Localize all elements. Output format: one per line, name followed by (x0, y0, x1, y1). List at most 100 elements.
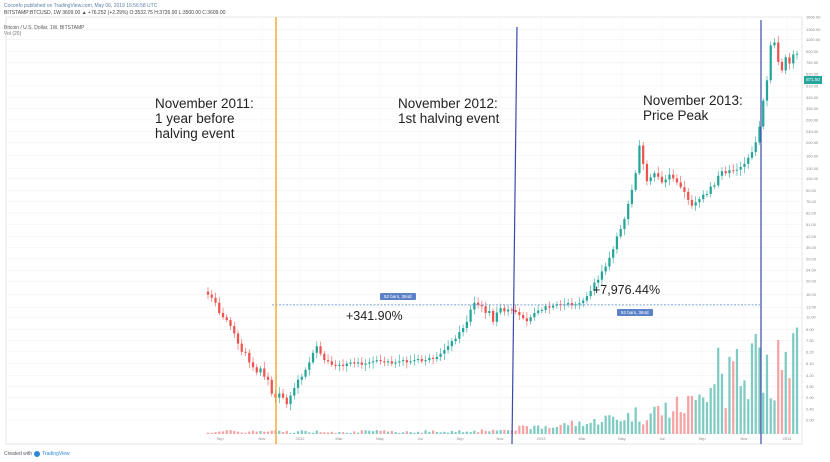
candle-body (780, 61, 784, 71)
candle-body (356, 362, 360, 364)
volume-bar (473, 430, 476, 434)
candle-body (582, 300, 585, 304)
volume-bar (338, 431, 341, 434)
candle-body (405, 360, 408, 363)
volume-bar (578, 421, 581, 434)
volume-bar (559, 424, 562, 434)
candle-body (379, 360, 382, 362)
candle-body (525, 318, 529, 322)
volume-bar (690, 395, 694, 434)
candle-body (597, 279, 600, 283)
candle-body (218, 302, 221, 313)
candle-body (435, 356, 438, 360)
volume-bar (420, 432, 423, 434)
volume-bar (694, 399, 697, 434)
volume-bar (780, 370, 784, 434)
y-tick-label: 2.90 (806, 395, 815, 400)
candle-body (413, 360, 416, 362)
candle-body (645, 163, 649, 182)
candle-body (705, 193, 709, 195)
candle-body (743, 163, 746, 167)
candle-body (578, 303, 581, 305)
volume-bars (206, 327, 799, 434)
candle-body (484, 306, 487, 313)
volume-bar (754, 334, 757, 434)
candle-body (668, 174, 671, 180)
x-tick-label: Mar (336, 436, 344, 441)
volume-bar (795, 327, 799, 434)
volume-bar (210, 432, 213, 434)
volume-bar (371, 431, 375, 434)
x-tick-label: Nov (496, 436, 503, 441)
volume-bar (296, 431, 300, 434)
volume-bar (765, 354, 769, 434)
candle-body (638, 145, 641, 174)
volume-bar (263, 431, 266, 434)
volume-bar (544, 426, 547, 434)
candle-body (600, 271, 604, 280)
candle-body (266, 376, 270, 380)
x-tick-label: May (376, 436, 384, 441)
candle-body (386, 361, 390, 363)
volume-bar (709, 387, 712, 434)
candle-body (345, 363, 348, 366)
x-tick-label: May (618, 436, 626, 441)
candle-body (270, 379, 273, 394)
footer-brand[interactable]: TradingView (42, 451, 70, 457)
candle-body (664, 179, 667, 183)
candle-body (338, 364, 341, 366)
candle-body (248, 352, 251, 363)
volume-bar (642, 424, 645, 434)
volume-bar (278, 430, 281, 434)
y-tick-label: 6.20 (806, 349, 815, 354)
volume-bar (717, 347, 720, 434)
volume-bar (375, 430, 378, 434)
volume-bar (221, 431, 225, 434)
volume-bar (563, 423, 566, 434)
tradingview-logo-icon (34, 451, 41, 457)
candle-body (499, 308, 502, 313)
candle-body (296, 379, 300, 389)
volume-bar (240, 432, 243, 434)
candle-body (255, 367, 258, 373)
volume-bar (758, 347, 761, 434)
volume-bar (683, 413, 686, 434)
volume-bar (525, 426, 529, 434)
candle-body (634, 173, 637, 190)
candle-body (642, 145, 645, 164)
range-tag-1: 52 bars, 364d (380, 293, 416, 300)
candle-body (450, 341, 453, 347)
y-tick-label: 9.00 (806, 327, 815, 332)
volume-bar (720, 373, 724, 434)
candle-body (424, 360, 427, 362)
y-tick-label: 420.00 (806, 95, 819, 100)
y-tick-label: 75.00 (806, 199, 817, 204)
volume-bar (394, 432, 397, 434)
volume-bar (398, 432, 401, 434)
candle-body (675, 178, 679, 183)
candle-body (416, 359, 420, 361)
candle-body (687, 191, 690, 200)
candle-body (251, 362, 255, 368)
candle-body (233, 326, 236, 334)
candle-body (540, 310, 544, 312)
volume-bar (293, 432, 296, 434)
volume-bar (214, 432, 217, 434)
volume-bar (480, 429, 483, 434)
y-tick-label: 5.10 (806, 361, 815, 366)
volume-bar (574, 425, 577, 434)
volume-bar (732, 361, 735, 434)
x-tick-label: 2014 (783, 436, 793, 441)
candle-body (221, 312, 225, 318)
candle-body (495, 312, 498, 322)
y-tick-label: 4.20 (806, 373, 815, 378)
volume-bar (507, 430, 510, 434)
volume-bar (326, 432, 330, 434)
y-tick-label: 11.00 (806, 315, 816, 320)
volume-bar (653, 406, 656, 434)
y-tick-label: 13.00 (806, 305, 817, 310)
volume-bar (597, 424, 600, 434)
y-tick-label: 900.00 (806, 49, 819, 54)
candle-body (401, 360, 405, 362)
